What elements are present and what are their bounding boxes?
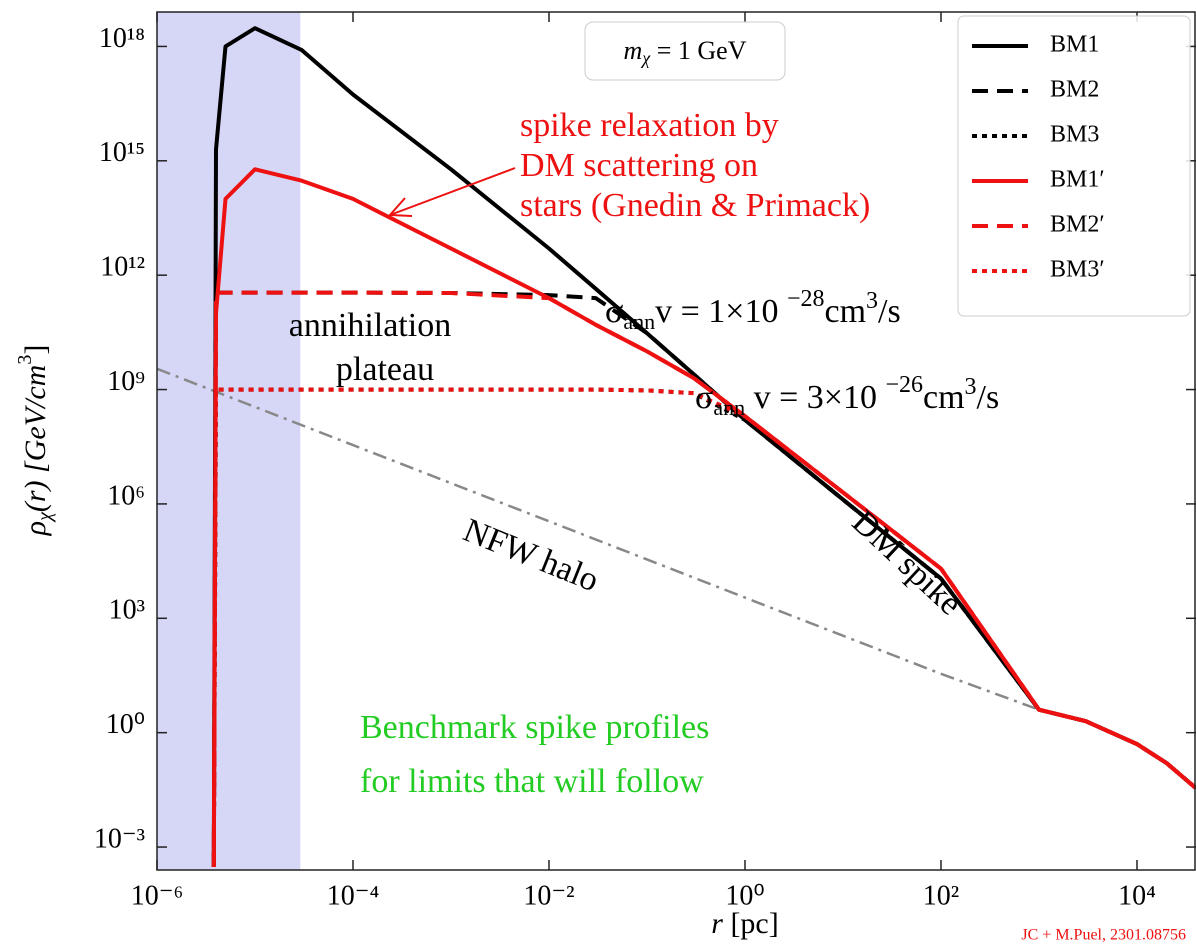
mass-box: [584, 21, 786, 81]
y-tick-label: 10¹⁸: [99, 23, 145, 54]
legend-box: [957, 15, 1191, 317]
x-tick-label: 10²: [923, 880, 959, 911]
y-tick-label: 10¹²: [100, 252, 145, 283]
x-axis-label: r [pc]: [711, 907, 778, 940]
y-tick-label: 10¹⁵: [99, 137, 145, 168]
y-tick-label: 10⁻³: [94, 823, 145, 854]
x-tick-label: 10⁰: [725, 880, 764, 911]
legend-label: BM2: [1050, 77, 1099, 103]
relaxation-line: spike relaxation by: [520, 107, 779, 144]
legend-label: BM3: [1050, 122, 1099, 148]
y-tick-label: 10³: [109, 595, 145, 626]
benchmark-note: for limits that will follow: [360, 763, 704, 800]
relaxation-arrowhead: [387, 197, 413, 217]
y-tick-label: 10⁶: [107, 480, 145, 511]
mass-label: mχ = 1 GeV: [624, 36, 747, 68]
benchmark-note: Benchmark spike profiles: [360, 709, 709, 746]
plot-frame: [156, 11, 1196, 871]
spike-label: DM spike: [845, 503, 969, 622]
legend-label: BM3′: [1050, 257, 1105, 283]
y-axis-label: ρχ(r) [GeV/cm3]: [14, 345, 56, 537]
plot-underlay: [157, 12, 301, 870]
y-tick-label: 10⁰: [106, 709, 145, 740]
halo-label: NFW halo: [458, 512, 604, 599]
x-tick-label: 10⁴: [1118, 880, 1156, 911]
cross-section-label: σann v = 3×10 −26cm3/s: [695, 372, 999, 421]
legend-label: BM1: [1050, 32, 1099, 58]
x-tick-label: 10⁻⁴: [327, 880, 380, 911]
relaxation-line: stars (Gnedin & Primack): [520, 187, 870, 224]
credit: JC + M.Puel, 2301.08756: [1021, 927, 1186, 944]
x-tick-label: 10⁻²: [523, 880, 574, 911]
x-tick-label: 10⁻⁶: [131, 880, 184, 911]
plateau-label: plateau: [336, 351, 434, 388]
plateau-label: annihilation: [289, 307, 451, 344]
plot-overlay: 10⁻⁶ 10⁻⁴ 10⁻² 10⁰ 10² 10⁴ 10⁻³ 10⁰ 10³ 10⁶ 10⁹ 10¹…: [94, 12, 1196, 911]
series-line: [211, 290, 1196, 868]
relaxation-note: spike relaxation by DM scattering on sta…: [520, 107, 870, 224]
plot-lines: [157, 26, 1196, 868]
cross-section-label: σannv = 1×10 −28cm3/s: [605, 286, 901, 335]
shaded-region: [157, 12, 301, 870]
relaxation-line: DM scattering on: [520, 147, 758, 184]
relaxation-arrow: [389, 167, 516, 216]
legend-label: BM1′: [1050, 167, 1105, 193]
y-tick-label: 10⁹: [107, 366, 145, 397]
legend-label: BM2′: [1050, 212, 1105, 238]
